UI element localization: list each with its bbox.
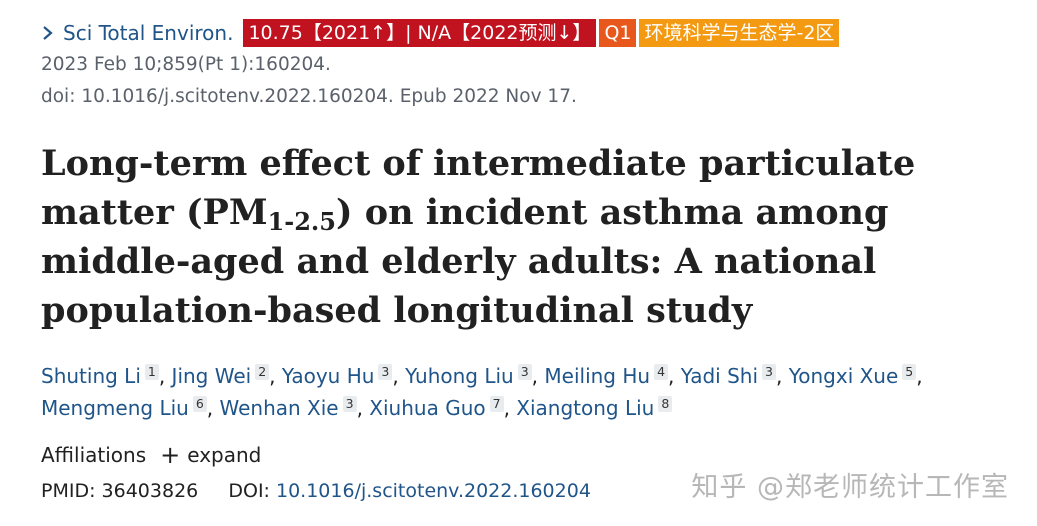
journal-line: Sci Total Environ. 10.75【2021↑】| N/A【202… bbox=[41, 18, 842, 48]
doi-epub-line: doi: 10.1016/j.scitotenv.2022.160204. Ep… bbox=[41, 86, 577, 107]
author-separator: , bbox=[269, 364, 282, 388]
author-separator: , bbox=[158, 364, 172, 388]
author-separator: , bbox=[503, 396, 517, 420]
affiliation-number[interactable]: 3 bbox=[517, 364, 532, 380]
title-part-2: ) on incident asthma among middle-aged a… bbox=[41, 192, 889, 331]
author-link[interactable]: Yadi Shi bbox=[680, 364, 759, 388]
author-link[interactable]: Meiling Hu bbox=[544, 364, 651, 388]
author-separator: , bbox=[356, 396, 370, 420]
citation-line: 2023 Feb 10;859(Pt 1):160204. bbox=[41, 54, 331, 75]
plus-icon[interactable]: + bbox=[160, 441, 181, 469]
affiliation-number[interactable]: 7 bbox=[489, 396, 504, 412]
author-separator: , bbox=[531, 364, 545, 388]
affiliation-number[interactable]: 3 bbox=[762, 364, 776, 380]
pmid-value: 36403826 bbox=[101, 480, 199, 502]
author-link[interactable]: Xiangtong Liu bbox=[516, 396, 655, 420]
author-link[interactable]: Yaoyu Hu bbox=[281, 364, 375, 388]
author-separator: , bbox=[668, 364, 681, 388]
watermark-text: 知乎 @郑老师统计工作室 bbox=[691, 472, 1009, 503]
affiliation-number[interactable]: 4 bbox=[654, 364, 669, 380]
pmid-label: PMID: bbox=[41, 480, 96, 502]
authors-list: Shuting Li 1, Jing Wei 2, Yaoyu Hu 3, Yuhon… bbox=[41, 360, 1001, 424]
affiliations-row: Affiliations + expand bbox=[41, 443, 261, 467]
identifiers-row: PMID: 36403826 DOI: 10.1016/j.scitotenv.… bbox=[41, 480, 591, 502]
author-separator: , bbox=[916, 364, 923, 388]
author-separator: , bbox=[206, 396, 220, 420]
chevron-right-icon[interactable] bbox=[41, 24, 54, 42]
author-link[interactable]: Yuhong Liu bbox=[405, 364, 514, 388]
affiliation-number[interactable]: 2 bbox=[255, 364, 270, 380]
affiliation-number[interactable]: 1 bbox=[144, 364, 159, 380]
title-subscript: 1-2.5 bbox=[267, 207, 336, 236]
author-separator: , bbox=[775, 364, 789, 388]
subject-zone-badge: 环境科学与生态学-2区 bbox=[639, 19, 840, 47]
title-part-1: Long-term effect of intermediate particu… bbox=[41, 143, 916, 233]
author-link[interactable]: Mengmeng Liu bbox=[41, 396, 189, 420]
doi-link[interactable]: 10.1016/j.scitotenv.2022.160204 bbox=[276, 480, 591, 502]
affiliation-number[interactable]: 8 bbox=[658, 396, 673, 412]
expand-button[interactable]: expand bbox=[187, 443, 262, 467]
affiliation-number[interactable]: 3 bbox=[342, 396, 357, 412]
doi-label: DOI: bbox=[228, 480, 270, 502]
affiliation-number[interactable]: 5 bbox=[902, 364, 917, 380]
article-title: Long-term effect of intermediate particu… bbox=[41, 139, 1016, 335]
author-link[interactable]: Wenhan Xie bbox=[219, 396, 339, 420]
affiliations-label: Affiliations bbox=[41, 443, 147, 467]
author-link[interactable]: Jing Wei bbox=[171, 364, 252, 388]
quartile-badge: Q1 bbox=[599, 19, 637, 47]
author-link[interactable]: Xiuhua Guo bbox=[369, 396, 486, 420]
affiliation-number[interactable]: 3 bbox=[378, 364, 393, 380]
journal-name-link[interactable]: Sci Total Environ. bbox=[63, 21, 234, 45]
author-separator: , bbox=[392, 364, 406, 388]
affiliation-number[interactable]: 6 bbox=[192, 396, 207, 412]
impact-factor-badge: 10.75【2021↑】| N/A【2022预测↓】 bbox=[243, 19, 597, 47]
author-link[interactable]: Shuting Li bbox=[41, 364, 141, 388]
author-link[interactable]: Yongxi Xue bbox=[788, 364, 899, 388]
